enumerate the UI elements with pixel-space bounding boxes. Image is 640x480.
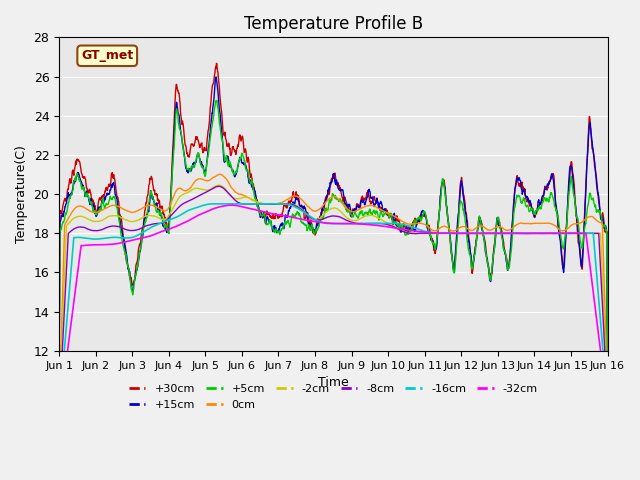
Line: 0cm: 0cm	[59, 174, 607, 408]
-16cm	[289, 203, 296, 209]
-16cm	[310, 216, 317, 221]
+15cm	[98, 200, 106, 205]
0cm	[55, 405, 63, 410]
+30cm	[212, 60, 220, 66]
-2cm	[98, 217, 106, 223]
-16cm	[300, 209, 307, 215]
-8cm	[300, 208, 307, 214]
Line: +15cm: +15cm	[59, 77, 607, 375]
+5cm	[368, 212, 376, 218]
+15cm	[300, 206, 307, 212]
+5cm	[213, 97, 221, 103]
+15cm	[212, 74, 220, 80]
+15cm	[604, 372, 611, 378]
-8cm	[120, 226, 128, 231]
+5cm	[300, 220, 307, 226]
-2cm	[300, 207, 307, 213]
+5cm	[55, 369, 63, 374]
+5cm	[120, 246, 128, 252]
-2cm	[368, 213, 376, 218]
+30cm	[310, 230, 317, 236]
-32cm	[55, 413, 63, 419]
0cm	[310, 208, 317, 214]
+30cm	[120, 237, 128, 243]
+15cm	[310, 227, 317, 232]
-2cm	[289, 201, 296, 207]
-16cm	[55, 410, 63, 416]
Title: Temperature Profile B: Temperature Profile B	[244, 15, 423, 33]
+5cm	[604, 371, 611, 376]
0cm	[98, 208, 106, 214]
-32cm	[120, 240, 128, 245]
+30cm	[368, 200, 376, 205]
-16cm	[368, 220, 376, 226]
X-axis label: Time: Time	[318, 376, 349, 389]
-2cm	[604, 397, 611, 403]
-32cm	[289, 214, 296, 220]
-8cm	[368, 221, 376, 227]
-32cm	[310, 218, 317, 224]
+30cm	[300, 207, 307, 213]
+30cm	[98, 195, 106, 201]
-8cm	[604, 400, 611, 406]
0cm	[604, 390, 611, 396]
Line: +30cm: +30cm	[59, 63, 607, 376]
+15cm	[55, 365, 63, 371]
-16cm	[120, 235, 128, 241]
0cm	[289, 194, 296, 200]
-8cm	[98, 227, 106, 233]
-2cm	[55, 405, 63, 411]
-32cm	[300, 217, 307, 223]
0cm	[368, 203, 376, 208]
+5cm	[98, 202, 106, 208]
+15cm	[120, 237, 128, 242]
-16cm	[604, 402, 611, 408]
-8cm	[55, 409, 63, 415]
Text: GT_met: GT_met	[81, 49, 133, 62]
-32cm	[228, 202, 236, 208]
-2cm	[214, 182, 222, 188]
-2cm	[120, 216, 128, 222]
Line: -8cm: -8cm	[59, 186, 607, 412]
+15cm	[368, 195, 376, 201]
0cm	[120, 206, 128, 212]
-32cm	[98, 242, 106, 248]
0cm	[300, 199, 307, 204]
+30cm	[604, 373, 611, 379]
+5cm	[310, 228, 317, 234]
-32cm	[604, 404, 611, 409]
Line: +5cm: +5cm	[59, 100, 607, 373]
-8cm	[289, 202, 296, 207]
Y-axis label: Temperature(C): Temperature(C)	[15, 145, 28, 243]
+30cm	[55, 360, 63, 366]
-2cm	[310, 216, 317, 222]
-16cm	[223, 201, 230, 206]
-8cm	[216, 183, 223, 189]
Line: -16cm: -16cm	[59, 204, 607, 413]
Legend: +30cm, +15cm, +5cm, 0cm, -2cm, -8cm, -16cm, -32cm: +30cm, +15cm, +5cm, 0cm, -2cm, -8cm, -16…	[124, 380, 542, 414]
+5cm	[289, 212, 296, 218]
-16cm	[98, 236, 106, 241]
-8cm	[310, 216, 317, 222]
Line: -2cm: -2cm	[59, 185, 607, 408]
Line: -32cm: -32cm	[59, 205, 607, 416]
-32cm	[368, 222, 376, 228]
+30cm	[289, 193, 296, 199]
+15cm	[289, 201, 296, 207]
0cm	[216, 171, 224, 177]
